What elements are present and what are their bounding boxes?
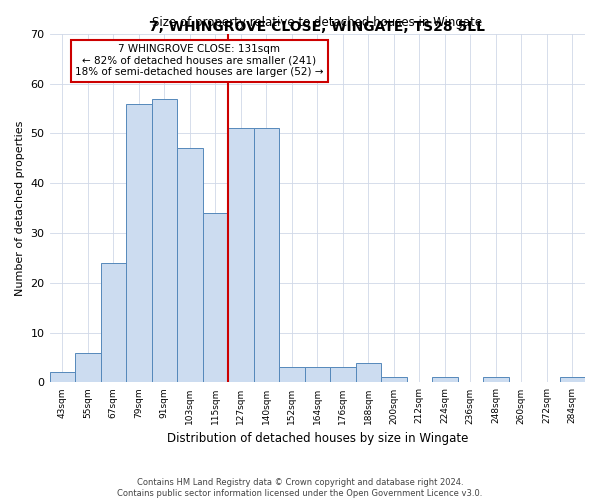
Y-axis label: Number of detached properties: Number of detached properties [15, 120, 25, 296]
Bar [228, 128, 254, 382]
X-axis label: Distribution of detached houses by size in Wingate: Distribution of detached houses by size … [167, 432, 468, 445]
Bar [305, 368, 330, 382]
Bar [177, 148, 203, 382]
Bar [356, 362, 381, 382]
Bar [560, 378, 585, 382]
Bar [381, 378, 407, 382]
Bar [254, 128, 279, 382]
Text: Contains HM Land Registry data © Crown copyright and database right 2024.
Contai: Contains HM Land Registry data © Crown c… [118, 478, 482, 498]
Title: 7, WHINGROVE CLOSE, WINGATE, TS28 5LL: 7, WHINGROVE CLOSE, WINGATE, TS28 5LL [149, 20, 485, 34]
Bar [483, 378, 509, 382]
Text: Size of property relative to detached houses in Wingate: Size of property relative to detached ho… [152, 16, 482, 28]
Bar [101, 263, 126, 382]
Bar [75, 352, 101, 382]
Bar [279, 368, 305, 382]
Bar [152, 98, 177, 383]
Bar [126, 104, 152, 382]
Bar [50, 372, 75, 382]
Bar [432, 378, 458, 382]
Bar [203, 213, 228, 382]
Text: 7 WHINGROVE CLOSE: 131sqm
← 82% of detached houses are smaller (241)
18% of semi: 7 WHINGROVE CLOSE: 131sqm ← 82% of detac… [75, 44, 324, 78]
Bar [330, 368, 356, 382]
